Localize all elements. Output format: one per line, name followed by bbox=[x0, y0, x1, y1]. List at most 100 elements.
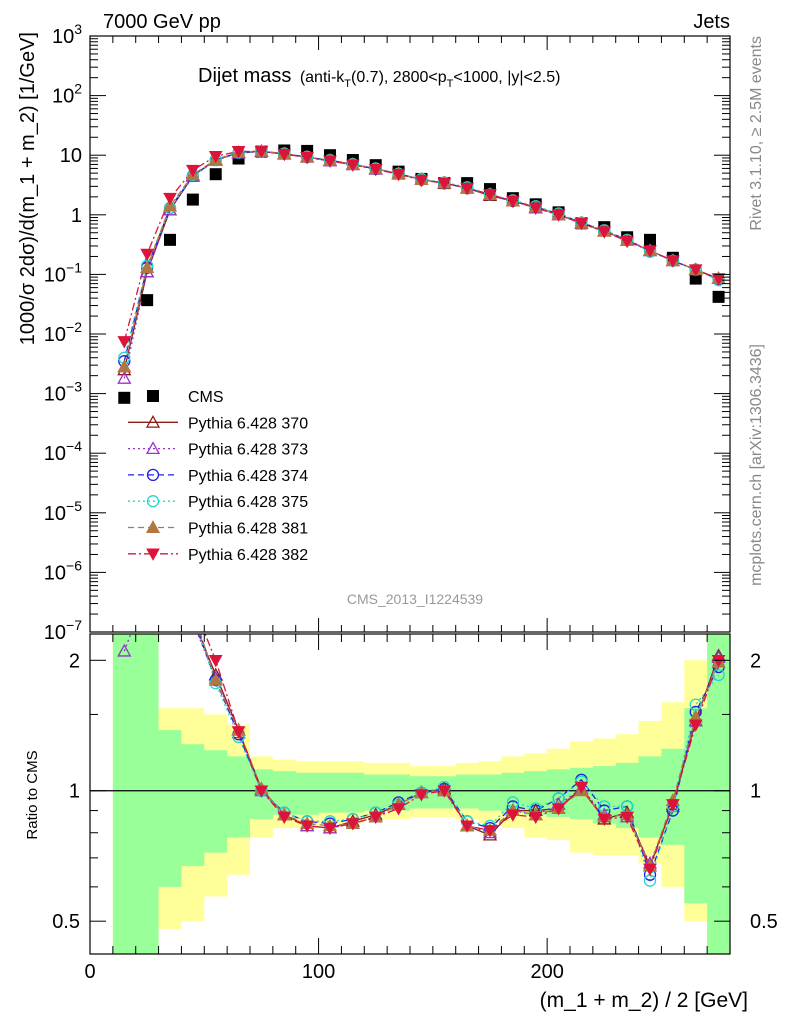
ratio-point-p382 bbox=[597, 813, 612, 827]
point-cms bbox=[141, 294, 154, 307]
ratio-point-p382 bbox=[346, 818, 360, 831]
rivet-label: Rivet 3.1.10, ≥ 2.5M events bbox=[748, 36, 765, 231]
point-p381 bbox=[140, 260, 155, 274]
ratio-point-p382 bbox=[688, 719, 703, 732]
ratio-y-tick-label-right: 0.5 bbox=[750, 911, 778, 933]
plot-title: Dijet mass (anti-kT(0.7), 2800<pT<1000, … bbox=[198, 65, 560, 90]
ratio-point-p382 bbox=[574, 781, 589, 795]
band-inner bbox=[112, 634, 730, 954]
main-frame bbox=[89, 35, 731, 633]
legend-marker-p382 bbox=[146, 548, 160, 561]
legend-marker-p381 bbox=[145, 520, 161, 533]
point-p382 bbox=[346, 159, 360, 172]
plot-title-sub-post: <1000, |y|<2.5) bbox=[453, 69, 560, 86]
ratio-point-p382 bbox=[300, 820, 314, 833]
ratio-point-p382 bbox=[254, 785, 269, 798]
plot-title-sub-mid: (0.7), 2800<p bbox=[351, 69, 447, 86]
y-tick-base: 10 bbox=[44, 324, 66, 346]
point-p382 bbox=[186, 164, 200, 178]
series-line-p375 bbox=[123, 150, 719, 358]
point-p382 bbox=[528, 202, 543, 216]
y-tick-label: 103 bbox=[52, 21, 82, 48]
y-tick-label: 10−2 bbox=[44, 319, 82, 346]
legend-label-p373: Pythia 6.428 373 bbox=[188, 442, 308, 459]
ratio-point-p382 bbox=[391, 803, 406, 816]
point-p382 bbox=[643, 245, 657, 258]
y-tick-exponent: −7 bbox=[66, 617, 82, 633]
ratio-point-p382 bbox=[368, 811, 383, 824]
point-p382 bbox=[140, 248, 154, 262]
ratio-point-p382 bbox=[231, 726, 246, 739]
ratio-y-axis-title: Ratio to CMS bbox=[24, 750, 41, 839]
legend-label-cms: CMS bbox=[188, 389, 224, 406]
point-p382 bbox=[483, 189, 497, 202]
y-tick-base: 10 bbox=[44, 503, 66, 525]
legend-marker-p375 bbox=[146, 495, 160, 508]
legend-label-p375: Pythia 6.428 375 bbox=[188, 494, 308, 511]
legend: CMS Pythia 6.428 370 Pythia 6.428 373 Pythi… bbox=[128, 389, 308, 564]
y-tick-label: 10−6 bbox=[44, 557, 82, 584]
y-tick-label: 10−5 bbox=[44, 498, 82, 525]
ratio-point-p382 bbox=[551, 803, 566, 816]
ratio-point-p382 bbox=[506, 809, 520, 822]
y-tick-exponent: −6 bbox=[66, 557, 82, 573]
ratio-y-tick-label-left: 2 bbox=[69, 650, 80, 672]
point-p382 bbox=[414, 174, 429, 188]
ratio-point-p375 bbox=[712, 668, 725, 682]
legend-label-p382: Pythia 6.428 382 bbox=[188, 547, 308, 564]
point-p382 bbox=[711, 273, 726, 286]
point-cms bbox=[186, 193, 199, 206]
y-tick-label: 102 bbox=[52, 81, 82, 108]
y-tick-exponent: −3 bbox=[66, 379, 82, 395]
plot-title-main: Dijet mass bbox=[198, 65, 291, 87]
point-p382 bbox=[300, 152, 314, 165]
process-label: Jets bbox=[693, 11, 730, 33]
point-p382 bbox=[117, 336, 132, 349]
ratio-point-p382 bbox=[528, 811, 543, 824]
ratio-point-p373 bbox=[117, 643, 132, 657]
x-tick-label: 0 bbox=[84, 961, 95, 983]
point-cms bbox=[689, 272, 702, 285]
legend-label-p374: Pythia 6.428 374 bbox=[188, 468, 308, 485]
ratio-point-p382 bbox=[208, 655, 223, 668]
plot-title-sub-t1: T bbox=[344, 78, 351, 90]
x-axis-title: (m_1 + m_2) / 2 [GeV] bbox=[540, 989, 748, 1012]
y-tick-base: 10 bbox=[44, 264, 66, 286]
ratio-point-p382 bbox=[460, 820, 474, 833]
y-tick-base: 10 bbox=[44, 384, 66, 406]
point-cms bbox=[209, 168, 222, 181]
plot-title-sub-pre: (anti-k bbox=[300, 69, 345, 86]
y-tick-exponent: 2 bbox=[74, 81, 82, 97]
point-p382 bbox=[666, 255, 680, 268]
ratio-line-p375 bbox=[198, 634, 720, 883]
y-tick-label: 10−3 bbox=[44, 379, 82, 406]
y-tick-base: 10 bbox=[52, 86, 74, 108]
point-p382 bbox=[254, 146, 269, 159]
plot-title-sub-t2: T bbox=[447, 78, 454, 90]
y-tick-exponent: −1 bbox=[66, 259, 82, 275]
point-cms bbox=[644, 233, 656, 246]
y-tick-base: 10 bbox=[60, 145, 82, 167]
mcplots-label: mcplots.cern.ch [arXiv:1306.3436] bbox=[748, 344, 765, 586]
point-p381 bbox=[117, 359, 132, 373]
point-p382 bbox=[277, 148, 292, 162]
point-p382 bbox=[391, 168, 406, 182]
ratio-point-p382 bbox=[643, 863, 657, 876]
point-cms bbox=[118, 391, 131, 404]
y-tick-base: 10 bbox=[44, 622, 66, 644]
ratio-y-tick-label-right: 1 bbox=[750, 781, 761, 803]
ratio-point-p382 bbox=[323, 822, 337, 836]
y-tick-base: 1 bbox=[71, 205, 82, 227]
point-p382 bbox=[688, 264, 703, 277]
ratio-point-p382 bbox=[414, 789, 429, 802]
ratio-point-p382 bbox=[620, 811, 634, 824]
y-tick-label: 10−1 bbox=[44, 259, 82, 286]
point-p382 bbox=[620, 235, 634, 249]
point-p382 bbox=[551, 209, 566, 222]
ratio-point-p382 bbox=[483, 825, 497, 838]
y-tick-base: 10 bbox=[44, 562, 66, 584]
point-p382 bbox=[506, 195, 520, 209]
ratio-point-p382 bbox=[277, 811, 292, 824]
legend-marker-p374 bbox=[146, 468, 160, 482]
